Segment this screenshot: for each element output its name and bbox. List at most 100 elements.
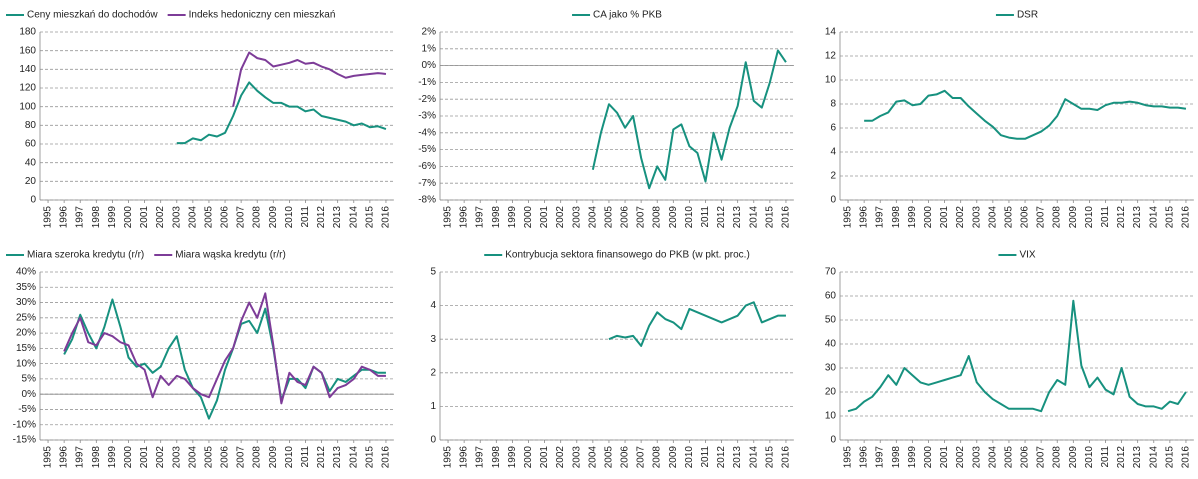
- y-tick-label: 12: [825, 51, 837, 62]
- legend: DSR: [995, 10, 1038, 21]
- x-tick-label: 1999: [107, 446, 118, 469]
- legend: Ceny mieszkań do dochodów Indeks hedonicz…: [6, 10, 335, 21]
- y-tick-label: 160: [19, 45, 36, 56]
- x-tick-label: 2013: [732, 206, 743, 229]
- y-tick-label: 14: [825, 27, 837, 38]
- x-tick-label: 2002: [955, 446, 966, 469]
- x-tick-label: 2011: [1100, 206, 1111, 228]
- chart-panel: -15% -10% -5% 0% 5% 10% 15% 20% 25% 30% 35% 40% 1995…: [6, 250, 394, 469]
- x-tick-label: 2012: [316, 446, 327, 469]
- series-line: [847, 299, 1187, 413]
- y-tick-label: -5%: [18, 404, 36, 415]
- legend: VIX: [998, 250, 1036, 261]
- y-tick-label: -2%: [418, 94, 436, 105]
- x-tick-label: 2006: [1020, 206, 1031, 229]
- x-tick-label: 2016: [780, 446, 791, 469]
- x-tick-label: 2011: [300, 446, 311, 468]
- x-tick-label: 2012: [1116, 446, 1127, 469]
- x-tick-label: 2010: [1084, 446, 1095, 469]
- x-tick-label: 2007: [636, 206, 647, 229]
- y-tick-label: 0%: [422, 60, 437, 71]
- x-tick-label: 2003: [971, 446, 982, 469]
- legend: CA jako % PKB: [572, 10, 662, 21]
- x-tick-label: 2007: [236, 446, 247, 469]
- x-tick-label: 2001: [539, 446, 550, 469]
- x-tick-label: 2003: [971, 206, 982, 229]
- x-tick-label: 2010: [284, 206, 295, 229]
- x-tick-label: 2015: [764, 206, 775, 229]
- series-line: [232, 51, 387, 107]
- chart-panel: -8% -7% -6% -5% -4% -3% -2% -1% 0% 1% 2% 1995 1996 19…: [418, 10, 794, 229]
- x-tick-label: 2012: [716, 446, 727, 469]
- legend-label: DSR: [1017, 10, 1038, 21]
- x-tick-label: 1995: [443, 206, 454, 229]
- x-tick-label: 2008: [252, 206, 263, 229]
- x-tick-label: 2004: [587, 446, 598, 469]
- y-tick-label: 20%: [16, 328, 36, 339]
- x-tick-label: 1996: [459, 206, 470, 229]
- x-tick-label: 1995: [443, 446, 454, 469]
- y-tick-label: 35%: [16, 282, 36, 293]
- x-tick-label: 2009: [268, 206, 279, 229]
- y-tick-label: 120: [19, 83, 36, 94]
- x-tick-label: 2015: [364, 206, 375, 229]
- x-tick-label: 2014: [748, 206, 759, 229]
- x-tick-label: 2000: [123, 446, 134, 469]
- x-tick-label: 2014: [348, 206, 359, 229]
- x-tick-label: 1995: [43, 446, 54, 469]
- x-tick-label: 1999: [107, 206, 118, 229]
- x-tick-label: 2016: [380, 446, 391, 469]
- x-tick-label: 1999: [507, 206, 518, 229]
- x-tick-label: 1997: [875, 446, 886, 469]
- y-tick-label: 2: [830, 171, 836, 182]
- x-tick-label: 2009: [668, 446, 679, 469]
- x-tick-label: 2011: [300, 206, 311, 228]
- x-tick-label: 2002: [155, 206, 166, 229]
- series-line: [591, 49, 787, 190]
- y-tick-label: 4: [430, 300, 436, 311]
- y-tick-label: 0: [830, 195, 836, 206]
- x-tick-label: 2014: [1148, 446, 1159, 469]
- x-tick-label: 2008: [252, 446, 263, 469]
- x-tick-label: 2001: [539, 206, 550, 229]
- x-tick-label: 2008: [1052, 206, 1063, 229]
- x-tick-label: 2003: [571, 206, 582, 229]
- x-tick-label: 2003: [171, 206, 182, 229]
- y-tick-label: 80: [25, 120, 37, 131]
- y-tick-label: 5%: [22, 374, 37, 385]
- y-tick-label: 1: [430, 401, 436, 412]
- x-tick-label: 2009: [1068, 206, 1079, 229]
- x-tick-label: 2015: [364, 446, 375, 469]
- x-tick-label: 2006: [220, 446, 231, 469]
- x-tick-label: 2012: [316, 206, 327, 229]
- y-tick-label: -15%: [13, 435, 36, 446]
- x-tick-label: 1999: [507, 446, 518, 469]
- y-tick-label: 70: [825, 267, 837, 278]
- y-tick-label: 10: [825, 411, 837, 422]
- x-tick-label: 2001: [139, 446, 150, 469]
- legend-label: CA jako % PKB: [593, 10, 662, 21]
- x-tick-label: 2011: [700, 206, 711, 228]
- x-tick-label: 2008: [652, 446, 663, 469]
- x-tick-label: 1996: [59, 446, 70, 469]
- x-tick-label: 2006: [620, 206, 631, 229]
- x-tick-label: 2005: [203, 446, 214, 469]
- x-tick-label: 2013: [332, 446, 343, 469]
- y-tick-label: -3%: [418, 111, 436, 122]
- x-tick-label: 2012: [1116, 206, 1127, 229]
- y-tick-label: -1%: [418, 77, 436, 88]
- series-line: [864, 89, 1187, 140]
- y-tick-label: 2: [430, 367, 436, 378]
- x-tick-label: 2008: [652, 206, 663, 229]
- x-tick-label: 2011: [700, 446, 711, 468]
- x-tick-label: 2009: [1068, 446, 1079, 469]
- x-tick-label: 2000: [523, 206, 534, 229]
- y-tick-label: -10%: [13, 419, 36, 430]
- x-tick-label: 2014: [748, 446, 759, 469]
- x-tick-label: 1996: [859, 206, 870, 229]
- x-tick-label: 1998: [91, 446, 102, 469]
- x-tick-label: 1997: [475, 206, 486, 229]
- y-tick-label: 8: [830, 99, 836, 110]
- legend-label: VIX: [1019, 250, 1035, 261]
- y-tick-label: 0: [830, 435, 836, 446]
